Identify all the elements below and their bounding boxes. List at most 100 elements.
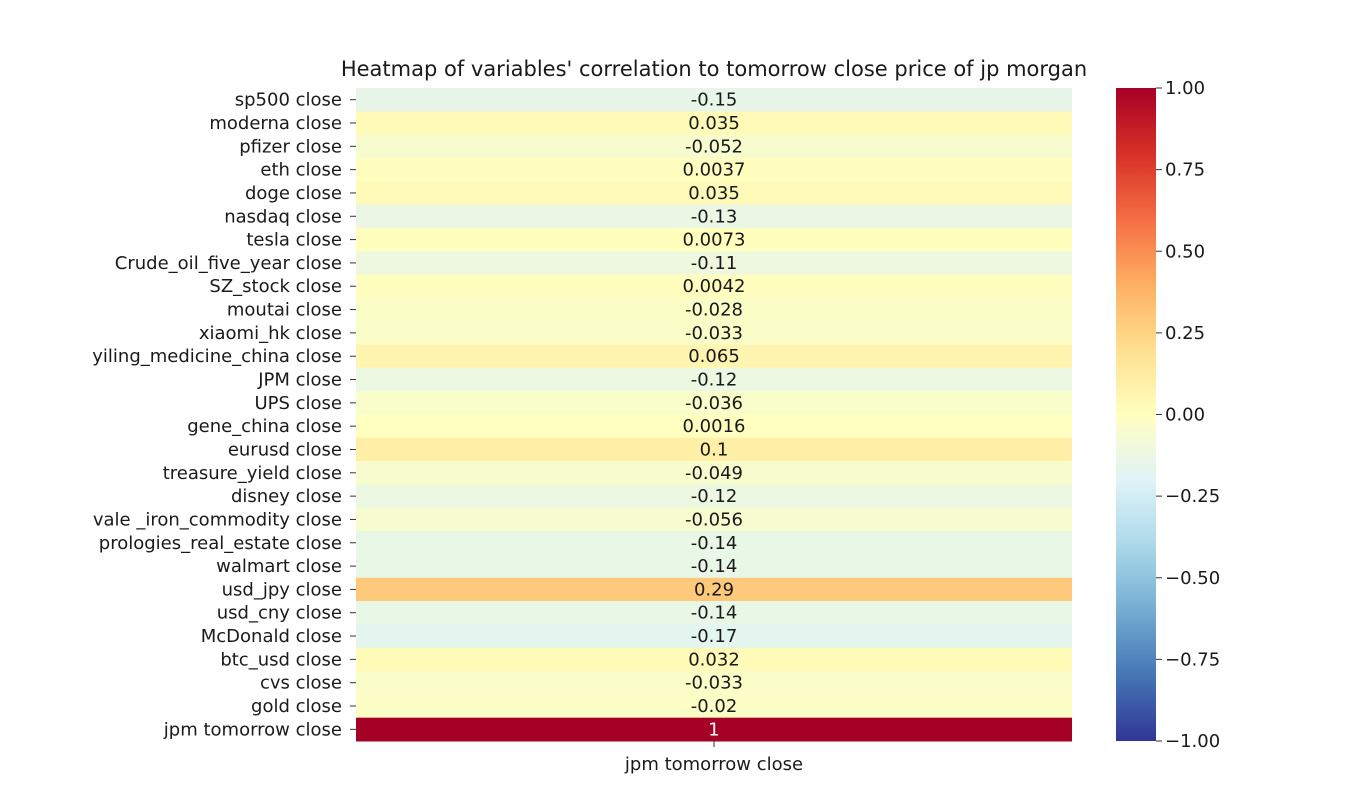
cell-value-label: -0.033 bbox=[685, 673, 743, 694]
row-label: disney close bbox=[231, 486, 342, 507]
row-label: gene_china close bbox=[187, 416, 342, 437]
row-label: SZ_stock close bbox=[209, 276, 342, 297]
colorbar-tick-label: −0.50 bbox=[1165, 568, 1220, 589]
row-label: yiling_medicine_china close bbox=[92, 346, 342, 367]
cell-value-label: 0.0016 bbox=[683, 416, 746, 437]
heatmap-cell-jpm-close bbox=[356, 367, 1072, 392]
heatmap-cell-eurusd-close bbox=[356, 437, 1072, 462]
heatmap-cell-nasdaq-close bbox=[356, 204, 1072, 229]
row-label: vale _iron_commodity close bbox=[93, 509, 342, 530]
colorbar-tick-label: −0.25 bbox=[1165, 486, 1220, 507]
cell-value-label: 0.035 bbox=[688, 183, 740, 204]
heatmap-cell-disney-close bbox=[356, 484, 1072, 509]
cell-value-label: -0.14 bbox=[691, 533, 738, 554]
heatmap-cell-usd-cny-close bbox=[356, 601, 1072, 625]
colorbar-gradient bbox=[1116, 88, 1156, 741]
row-label: UPS close bbox=[254, 393, 342, 414]
column-label: jpm tomorrow close bbox=[624, 754, 803, 775]
row-label: gold close bbox=[251, 696, 342, 717]
heatmap-cell-moutai-close bbox=[356, 297, 1072, 322]
heatmap-cell-vale-iron-commodity-close bbox=[356, 507, 1072, 532]
heatmap-cell-moderna-close bbox=[356, 111, 1072, 136]
row-label: walmart close bbox=[216, 556, 342, 577]
cell-value-label: -0.033 bbox=[685, 323, 743, 344]
chart-title: Heatmap of variables' correlation to tom… bbox=[341, 57, 1087, 81]
cell-value-label: 0.035 bbox=[688, 113, 740, 134]
cell-value-label: -0.02 bbox=[691, 696, 738, 717]
row-label: tesla close bbox=[246, 230, 342, 251]
heatmap-cells: -0.150.035-0.0520.00370.035-0.130.0073-0… bbox=[356, 88, 1072, 742]
cell-value-label: -0.049 bbox=[685, 463, 743, 484]
colorbar: 1.00 0.75 0.50 0.25 0.00 −0.25 −0.50 −0.75 −1.00 bbox=[1116, 78, 1220, 752]
cell-value-label: 0.032 bbox=[688, 649, 740, 670]
row-label: nasdaq close bbox=[224, 206, 342, 227]
heatmap-cell-treasure-yield-close bbox=[356, 461, 1072, 485]
row-label: Crude_oil_five_year close bbox=[115, 253, 342, 274]
cell-value-label: -0.028 bbox=[685, 300, 743, 321]
cell-value-label: 1 bbox=[708, 719, 719, 740]
heatmap-cell-btc-usd-close bbox=[356, 647, 1072, 672]
row-label: moutai close bbox=[227, 300, 342, 321]
heatmap-cell-sp500-close bbox=[356, 88, 1072, 112]
cell-value-label: -0.11 bbox=[691, 253, 738, 274]
cell-value-label: -0.036 bbox=[685, 393, 743, 414]
heatmap-cell-jpm-tomorrow-close bbox=[356, 717, 1072, 742]
heatmap-cell-gene-china-close bbox=[356, 414, 1072, 439]
heatmap-cell-eth-close bbox=[356, 157, 1072, 182]
colorbar-tick-label: 0.50 bbox=[1165, 241, 1205, 262]
row-label: usd_jpy close bbox=[222, 579, 342, 600]
row-label: doge close bbox=[245, 183, 342, 204]
row-label: JPM close bbox=[257, 370, 342, 391]
colorbar-tick-label: 0.75 bbox=[1165, 160, 1205, 181]
colorbar-tick-label: 1.00 bbox=[1165, 78, 1205, 99]
cell-value-label: -0.056 bbox=[685, 509, 743, 530]
heatmap-cell-pfizer-close bbox=[356, 134, 1072, 159]
colorbar-tick-label: 0.00 bbox=[1165, 405, 1205, 426]
heatmap-cell-ups-close bbox=[356, 391, 1072, 415]
heatmap-cell-walmart-close bbox=[356, 554, 1072, 579]
row-label: xiaomi_hk close bbox=[199, 323, 342, 344]
column-labels: jpm tomorrow close bbox=[624, 741, 803, 775]
cell-value-label: 0.065 bbox=[688, 346, 740, 367]
row-label: btc_usd close bbox=[220, 649, 342, 670]
row-label: eth close bbox=[260, 160, 342, 181]
cell-value-label: -0.052 bbox=[685, 136, 743, 157]
cell-value-label: 0.0037 bbox=[683, 160, 746, 181]
heatmap-cell-crude-oil-five-year-close bbox=[356, 251, 1072, 276]
heatmap-cell-prologies-real-estate-close bbox=[356, 531, 1072, 555]
row-label: usd_cny close bbox=[217, 603, 342, 624]
row-label: eurusd close bbox=[228, 439, 342, 460]
row-label: McDonald close bbox=[201, 626, 342, 647]
cell-value-label: -0.14 bbox=[691, 556, 738, 577]
cell-value-label: -0.14 bbox=[691, 603, 738, 624]
cell-value-label: 0.29 bbox=[694, 579, 734, 600]
cell-value-label: 0.0042 bbox=[683, 276, 746, 297]
row-label: jpm tomorrow close bbox=[163, 719, 342, 740]
row-label: pfizer close bbox=[239, 136, 342, 157]
heatmap-cell-xiaomi-hk-close bbox=[356, 321, 1072, 346]
cell-value-label: -0.15 bbox=[691, 90, 738, 111]
row-label: treasure_yield close bbox=[163, 463, 342, 484]
cell-value-label: -0.13 bbox=[691, 206, 738, 227]
cell-value-label: 0.1 bbox=[700, 439, 729, 460]
row-label: prologies_real_estate close bbox=[99, 533, 342, 554]
row-label: sp500 close bbox=[235, 90, 342, 111]
cell-value-label: -0.12 bbox=[691, 370, 738, 391]
heatmap-cell-doge-close bbox=[356, 181, 1072, 206]
heatmap-cell-sz-stock-close bbox=[356, 274, 1072, 299]
cell-value-label: -0.17 bbox=[691, 626, 738, 647]
colorbar-tick-label: −0.75 bbox=[1165, 649, 1220, 670]
row-label: cvs close bbox=[260, 673, 342, 694]
heatmap-cell-cvs-close bbox=[356, 671, 1072, 695]
colorbar-tick-label: 0.25 bbox=[1165, 323, 1205, 344]
cell-value-label: -0.12 bbox=[691, 486, 738, 507]
heatmap-cell-yiling-medicine-china-close bbox=[356, 344, 1072, 369]
cell-value-label: 0.0073 bbox=[683, 230, 746, 251]
heatmap-cell-usd-jpy-close bbox=[356, 577, 1072, 602]
heatmap-cell-mcdonald-close bbox=[356, 624, 1072, 649]
heatmap-cell-gold-close bbox=[356, 694, 1072, 719]
row-label: moderna close bbox=[209, 113, 342, 134]
heatmap-cell-tesla-close bbox=[356, 227, 1072, 252]
